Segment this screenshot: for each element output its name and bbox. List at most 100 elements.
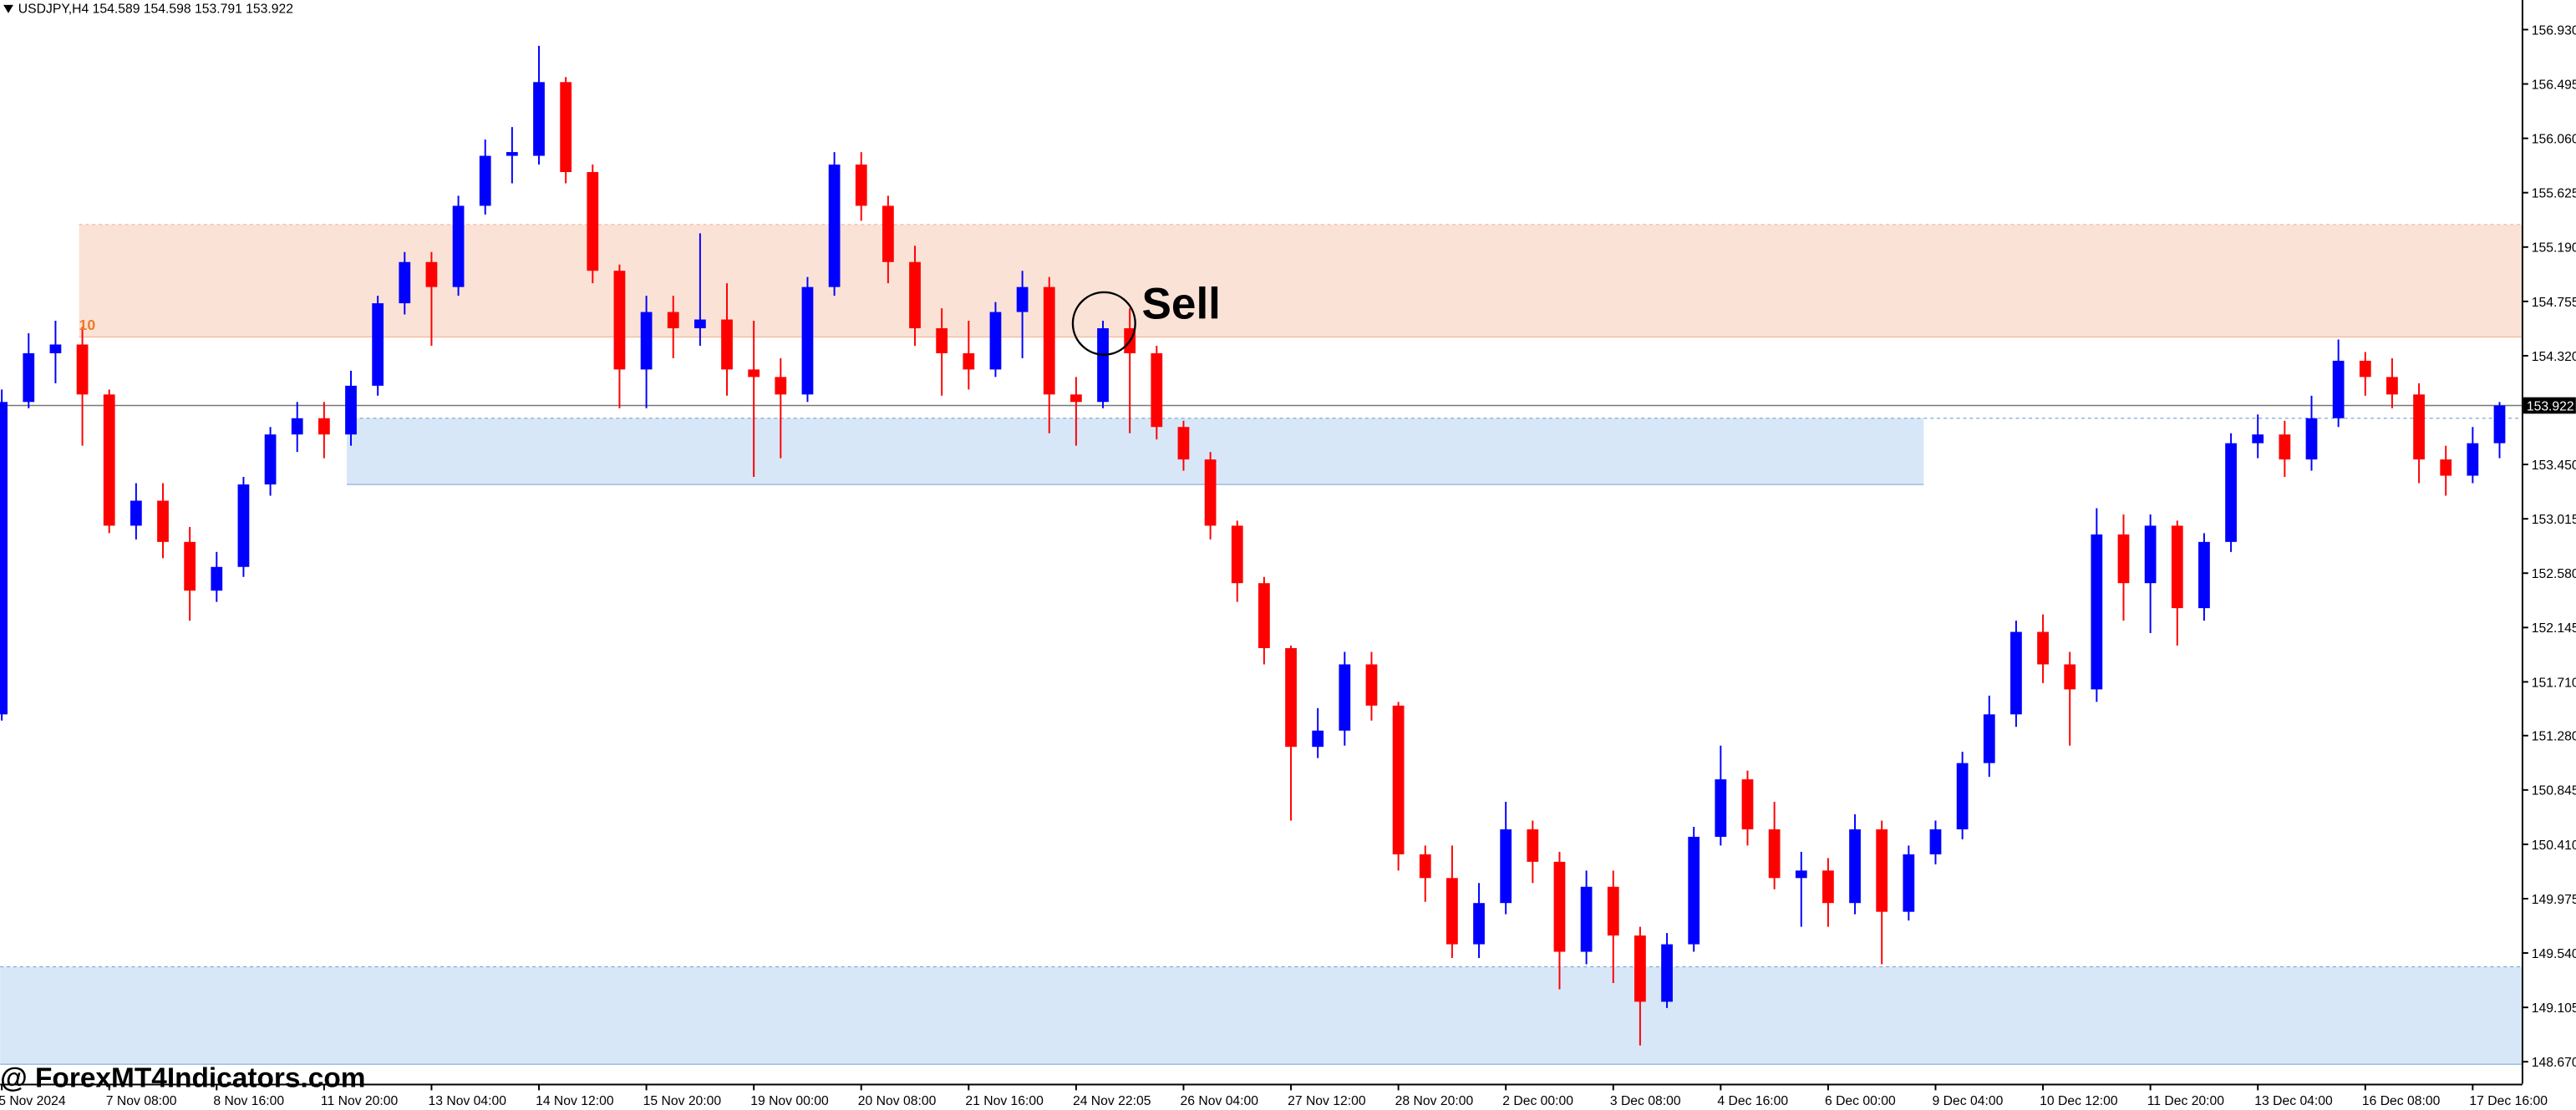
candle-body	[2413, 394, 2425, 460]
candle-body	[1876, 829, 1888, 912]
candle-body	[828, 165, 841, 287]
candle-body	[2440, 459, 2452, 476]
candle-body	[1768, 829, 1781, 879]
candle-body	[1016, 286, 1029, 312]
candle-body	[2305, 418, 2318, 460]
y-tick-label: 156.930	[2532, 23, 2576, 38]
candle-body	[49, 344, 62, 353]
candle-body	[2010, 631, 2022, 715]
x-tick-label: 20 Nov 08:00	[858, 1094, 937, 1108]
candle-body	[1795, 870, 1807, 879]
candle-body	[1231, 525, 1243, 584]
x-tick-label: 19 Nov 00:00	[750, 1094, 829, 1108]
zone-label: 10	[79, 317, 96, 333]
candle-body	[1607, 886, 1619, 936]
candle-body	[2171, 525, 2183, 609]
candle-body	[1312, 730, 1324, 748]
candle-body	[103, 394, 115, 526]
y-tick-label: 152.145	[2532, 621, 2576, 636]
candle-body	[1527, 829, 1539, 862]
candle-body	[640, 312, 653, 370]
y-tick-label: 151.280	[2532, 730, 2576, 744]
candle-body	[2493, 405, 2506, 443]
candle-body	[721, 319, 733, 370]
candle-body	[989, 312, 1002, 370]
candle-body	[2467, 443, 2479, 476]
watermark: @ ForexMT4Indicators.com	[0, 1062, 365, 1093]
candle-body	[157, 500, 169, 542]
x-tick-label: 24 Nov 22:05	[1073, 1094, 1151, 1108]
x-tick-label: 6 Dec 00:00	[1825, 1094, 1896, 1108]
candle-body	[1097, 328, 1109, 403]
candle-body	[1365, 664, 1378, 706]
y-tick-label: 150.845	[2532, 784, 2576, 798]
candle-body	[318, 418, 330, 435]
y-tick-label: 150.410	[2532, 839, 2576, 853]
x-tick-label: 8 Nov 16:00	[213, 1094, 284, 1108]
current-price-tag	[2523, 397, 2576, 414]
price-zone	[79, 224, 2522, 337]
y-tick-label: 155.190	[2532, 241, 2576, 256]
candle-body	[0, 402, 8, 715]
x-tick-label: 16 Dec 08:00	[2362, 1094, 2441, 1108]
candle-body	[909, 261, 921, 329]
price-zone	[346, 418, 1924, 485]
candle-body	[1204, 459, 1217, 526]
candle-body	[1903, 854, 1915, 912]
candle-body	[1956, 763, 1969, 829]
candle-body	[2037, 631, 2049, 665]
candle-body	[2332, 360, 2345, 418]
x-tick-label: 26 Nov 04:00	[1181, 1094, 1259, 1108]
candle-body	[1661, 944, 1673, 1002]
candle-body	[2144, 525, 2157, 584]
candle-body	[506, 152, 518, 156]
candle-body	[1258, 583, 1270, 649]
candle-body	[184, 541, 196, 591]
candle-body	[237, 484, 250, 567]
candle-body	[748, 369, 760, 378]
candle-body	[1822, 870, 1834, 904]
y-tick-label: 154.755	[2532, 296, 2576, 310]
y-tick-label: 149.105	[2532, 1001, 2576, 1016]
candle-body	[613, 271, 626, 370]
menu-triangle[interactable]	[3, 4, 13, 13]
x-tick-label: 28 Nov 20:00	[1395, 1094, 1474, 1108]
candle-body	[963, 352, 975, 370]
candle-body	[1849, 829, 1861, 904]
x-tick-label: 11 Dec 20:00	[2147, 1094, 2225, 1108]
candle-body	[775, 377, 787, 395]
candle-body	[2279, 434, 2291, 460]
candle-body	[1339, 664, 1351, 731]
candle-body	[855, 165, 867, 206]
y-tick-label: 149.540	[2532, 947, 2576, 961]
y-tick-label: 151.710	[2532, 676, 2576, 690]
x-tick-label: 11 Nov 20:00	[321, 1094, 399, 1108]
candle-body	[882, 205, 894, 262]
x-tick-label: 3 Dec 08:00	[1610, 1094, 1681, 1108]
candle-body	[694, 319, 706, 329]
candle-body	[1634, 935, 1646, 1002]
candle-body	[2386, 377, 2398, 395]
candle-body	[1392, 705, 1405, 854]
candle-body	[372, 303, 384, 386]
candle-body	[2225, 443, 2237, 542]
candle-body	[264, 434, 277, 485]
candle-body	[1473, 903, 1485, 945]
candle-body	[2359, 360, 2371, 378]
candle-body	[1151, 352, 1163, 428]
zones	[0, 224, 2522, 1065]
x-tick-label: 7 Nov 08:00	[106, 1094, 177, 1108]
candle-body	[2091, 534, 2103, 690]
candle-body	[211, 566, 223, 591]
y-tick-label: 153.450	[2532, 459, 2576, 473]
candle-body	[130, 500, 142, 526]
candle-body	[291, 418, 303, 435]
candle-body	[1983, 714, 1995, 763]
x-tick-label: 4 Dec 16:00	[1717, 1094, 1788, 1108]
candle-body	[2064, 664, 2076, 690]
candle-body	[1177, 427, 1190, 460]
candle-body	[1715, 779, 1727, 837]
candle-body	[2117, 534, 2130, 584]
